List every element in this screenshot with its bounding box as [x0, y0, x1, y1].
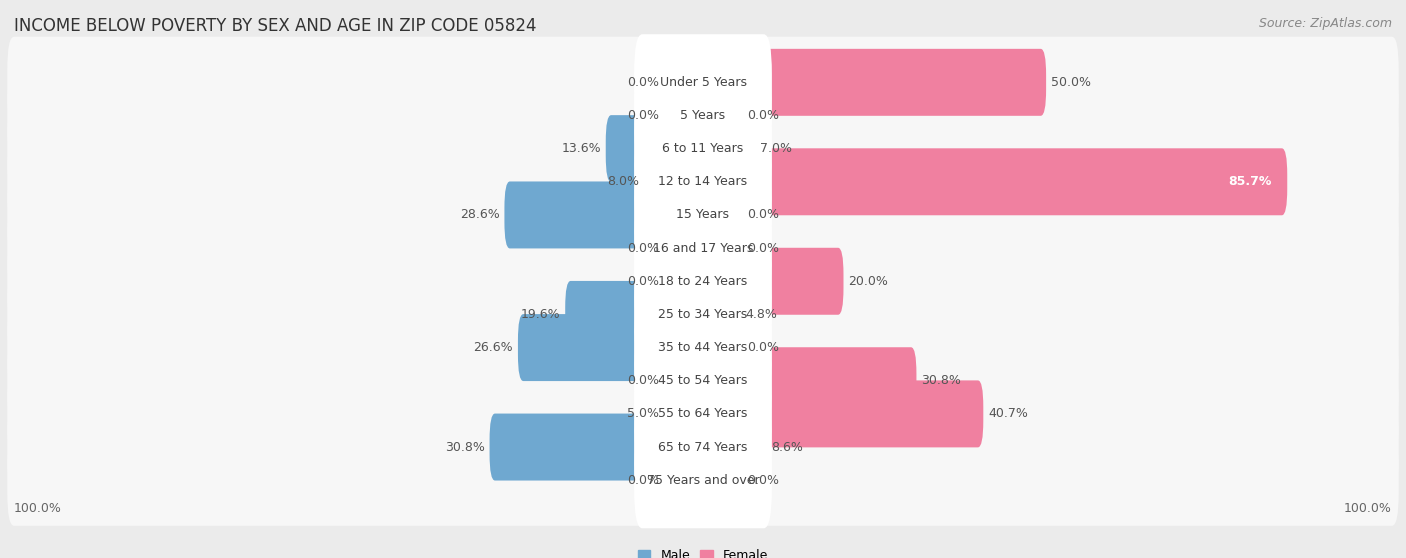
FancyBboxPatch shape	[7, 335, 1399, 426]
FancyBboxPatch shape	[7, 37, 1399, 128]
FancyBboxPatch shape	[697, 281, 741, 348]
FancyBboxPatch shape	[644, 148, 709, 215]
Text: 40.7%: 40.7%	[988, 407, 1028, 420]
Text: 0.0%: 0.0%	[627, 374, 659, 387]
Text: 65 to 74 Years: 65 to 74 Years	[658, 441, 748, 454]
Text: 19.6%: 19.6%	[520, 308, 561, 321]
FancyBboxPatch shape	[697, 314, 742, 381]
FancyBboxPatch shape	[634, 167, 772, 263]
Text: 85.7%: 85.7%	[1229, 175, 1271, 188]
Text: 55 to 64 Years: 55 to 64 Years	[658, 407, 748, 420]
Text: 8.6%: 8.6%	[772, 441, 803, 454]
FancyBboxPatch shape	[634, 34, 772, 131]
FancyBboxPatch shape	[7, 235, 1399, 327]
FancyBboxPatch shape	[697, 413, 766, 480]
FancyBboxPatch shape	[697, 82, 742, 149]
FancyBboxPatch shape	[7, 269, 1399, 360]
FancyBboxPatch shape	[634, 266, 772, 363]
Text: 28.6%: 28.6%	[460, 209, 499, 222]
FancyBboxPatch shape	[505, 181, 709, 248]
FancyBboxPatch shape	[634, 333, 772, 429]
Text: 7.0%: 7.0%	[761, 142, 793, 155]
FancyBboxPatch shape	[664, 82, 709, 149]
Text: 25 to 34 Years: 25 to 34 Years	[658, 308, 748, 321]
Text: 100.0%: 100.0%	[1344, 502, 1392, 515]
Text: 5 Years: 5 Years	[681, 109, 725, 122]
FancyBboxPatch shape	[697, 248, 844, 315]
FancyBboxPatch shape	[664, 347, 709, 414]
FancyBboxPatch shape	[697, 215, 742, 282]
Text: 16 and 17 Years: 16 and 17 Years	[652, 242, 754, 254]
FancyBboxPatch shape	[7, 368, 1399, 459]
Text: 0.0%: 0.0%	[627, 474, 659, 487]
FancyBboxPatch shape	[7, 435, 1399, 526]
Text: 100.0%: 100.0%	[14, 502, 62, 515]
Legend: Male, Female: Male, Female	[638, 549, 768, 558]
FancyBboxPatch shape	[664, 248, 709, 315]
Text: 50.0%: 50.0%	[1050, 76, 1091, 89]
Text: 0.0%: 0.0%	[627, 76, 659, 89]
FancyBboxPatch shape	[634, 432, 772, 528]
FancyBboxPatch shape	[634, 399, 772, 495]
FancyBboxPatch shape	[489, 413, 709, 480]
Text: 0.0%: 0.0%	[627, 275, 659, 288]
FancyBboxPatch shape	[697, 115, 755, 182]
FancyBboxPatch shape	[7, 103, 1399, 194]
Text: INCOME BELOW POVERTY BY SEX AND AGE IN ZIP CODE 05824: INCOME BELOW POVERTY BY SEX AND AGE IN Z…	[14, 17, 537, 35]
FancyBboxPatch shape	[664, 447, 709, 514]
FancyBboxPatch shape	[697, 381, 983, 448]
FancyBboxPatch shape	[634, 68, 772, 163]
FancyBboxPatch shape	[634, 134, 772, 230]
FancyBboxPatch shape	[565, 281, 709, 348]
FancyBboxPatch shape	[664, 381, 709, 448]
FancyBboxPatch shape	[634, 233, 772, 329]
FancyBboxPatch shape	[7, 203, 1399, 294]
Text: 0.0%: 0.0%	[747, 341, 779, 354]
Text: 45 to 54 Years: 45 to 54 Years	[658, 374, 748, 387]
FancyBboxPatch shape	[7, 70, 1399, 161]
Text: 26.6%: 26.6%	[474, 341, 513, 354]
Text: 5.0%: 5.0%	[627, 407, 659, 420]
Text: Source: ZipAtlas.com: Source: ZipAtlas.com	[1258, 17, 1392, 30]
Text: 8.0%: 8.0%	[607, 175, 638, 188]
Text: 35 to 44 Years: 35 to 44 Years	[658, 341, 748, 354]
Text: 20.0%: 20.0%	[848, 275, 889, 288]
FancyBboxPatch shape	[634, 100, 772, 197]
Text: 0.0%: 0.0%	[747, 474, 779, 487]
FancyBboxPatch shape	[697, 447, 742, 514]
FancyBboxPatch shape	[7, 401, 1399, 493]
FancyBboxPatch shape	[664, 215, 709, 282]
FancyBboxPatch shape	[7, 302, 1399, 393]
FancyBboxPatch shape	[7, 136, 1399, 228]
Text: 18 to 24 Years: 18 to 24 Years	[658, 275, 748, 288]
Text: 0.0%: 0.0%	[627, 109, 659, 122]
FancyBboxPatch shape	[634, 366, 772, 462]
FancyBboxPatch shape	[697, 181, 742, 248]
Text: 0.0%: 0.0%	[747, 242, 779, 254]
Text: 13.6%: 13.6%	[561, 142, 600, 155]
FancyBboxPatch shape	[517, 314, 709, 381]
Text: 6 to 11 Years: 6 to 11 Years	[662, 142, 744, 155]
FancyBboxPatch shape	[7, 170, 1399, 261]
Text: 12 to 14 Years: 12 to 14 Years	[658, 175, 748, 188]
Text: 4.8%: 4.8%	[745, 308, 778, 321]
FancyBboxPatch shape	[697, 148, 1288, 215]
Text: Under 5 Years: Under 5 Years	[659, 76, 747, 89]
Text: 0.0%: 0.0%	[747, 209, 779, 222]
Text: 0.0%: 0.0%	[747, 109, 779, 122]
Text: 30.8%: 30.8%	[921, 374, 962, 387]
Text: 0.0%: 0.0%	[627, 242, 659, 254]
FancyBboxPatch shape	[634, 200, 772, 296]
Text: 15 Years: 15 Years	[676, 209, 730, 222]
Text: 30.8%: 30.8%	[444, 441, 485, 454]
FancyBboxPatch shape	[606, 115, 709, 182]
FancyBboxPatch shape	[697, 347, 917, 414]
FancyBboxPatch shape	[634, 300, 772, 396]
Text: 75 Years and over: 75 Years and over	[647, 474, 759, 487]
FancyBboxPatch shape	[697, 49, 1046, 116]
FancyBboxPatch shape	[664, 49, 709, 116]
